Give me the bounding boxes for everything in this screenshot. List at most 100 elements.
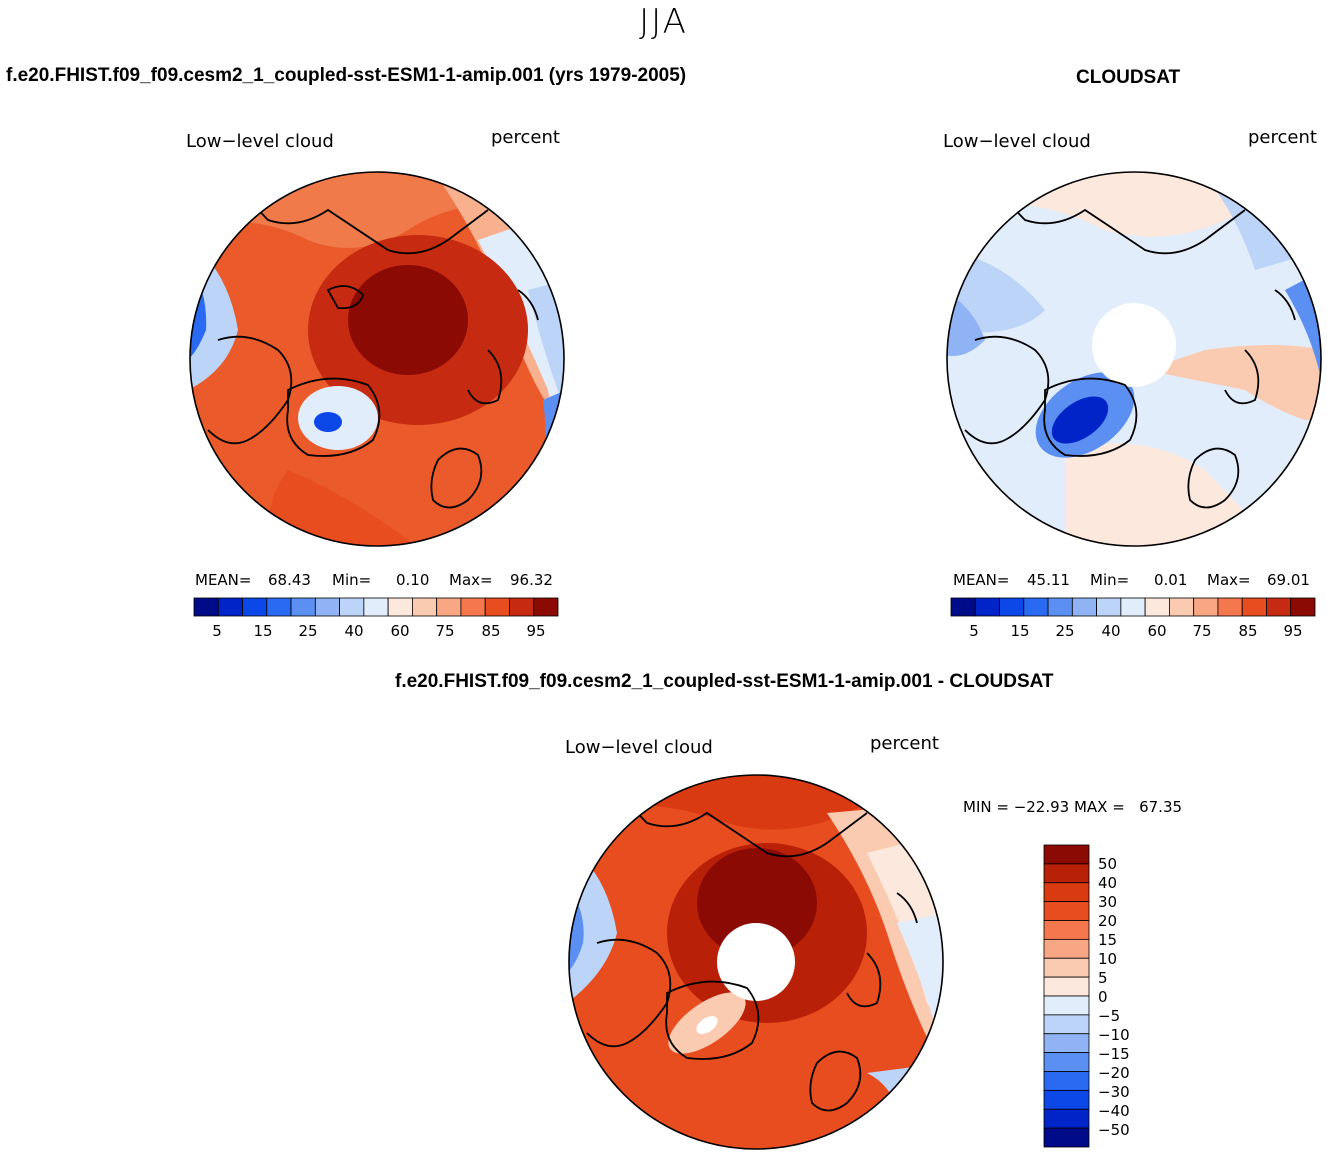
colorbar-swatch bbox=[1043, 920, 1090, 940]
colorbar-swatch bbox=[1043, 1127, 1090, 1148]
colorbar-swatch bbox=[1043, 882, 1090, 903]
colorbar-swatch bbox=[484, 597, 510, 617]
diff-tick-label: −20 bbox=[1098, 1064, 1130, 1082]
colorbar-swatch bbox=[1043, 976, 1090, 997]
diff-tick-label: 10 bbox=[1098, 950, 1118, 968]
colorbar-swatch bbox=[974, 597, 1000, 617]
obs-coastlines bbox=[964, 172, 1296, 509]
diff-band-north bbox=[569, 775, 943, 830]
model-coastlines bbox=[207, 172, 539, 509]
colorbar-swatch bbox=[1023, 597, 1049, 617]
colorbar-swatch bbox=[314, 597, 341, 617]
obs-tick-label: 15 bbox=[1010, 622, 1030, 640]
obs-min-value: 0.01 bbox=[1154, 571, 1188, 589]
model-max-label: Max= bbox=[449, 571, 493, 589]
model-tick-label: 60 bbox=[390, 622, 410, 640]
model-tick-label: 85 bbox=[481, 622, 501, 640]
colorbar-swatch bbox=[999, 597, 1025, 617]
colorbar-swatch bbox=[1043, 1071, 1090, 1091]
colorbar-swatch bbox=[1043, 1089, 1090, 1110]
diff-tick-label: 15 bbox=[1098, 931, 1118, 949]
colorbar-swatch bbox=[1290, 597, 1316, 617]
obs-units-label: percent bbox=[1248, 127, 1317, 148]
diff-coastlines bbox=[586, 775, 918, 1112]
colorbar-swatch bbox=[1193, 597, 1219, 617]
colorbar-swatch bbox=[1217, 597, 1243, 617]
colorbar-swatch bbox=[242, 597, 268, 617]
colorbar-swatch bbox=[1043, 995, 1090, 1016]
obs-min-label: Min= bbox=[1090, 571, 1130, 589]
colorbar-swatch bbox=[533, 597, 559, 617]
model-colorbar bbox=[193, 597, 559, 617]
diff-variable-label: Low−level cloud bbox=[565, 737, 713, 758]
model-min-value: 0.10 bbox=[396, 571, 430, 589]
colorbar-swatch bbox=[363, 597, 389, 617]
colorbar-swatch bbox=[1043, 957, 1090, 978]
diff-polar-gap bbox=[717, 923, 795, 1001]
obs-tick-label: 25 bbox=[1055, 622, 1075, 640]
diff-units-label: percent bbox=[870, 733, 939, 754]
colorbar-swatch bbox=[1043, 863, 1090, 884]
diff-tick-label: −30 bbox=[1098, 1083, 1130, 1101]
model-mean-label: MEAN= bbox=[195, 571, 252, 589]
obs-band-east-warm bbox=[1145, 345, 1321, 420]
obs-panel-title: CLOUDSAT bbox=[1076, 67, 1181, 88]
colorbar-swatch bbox=[1144, 597, 1170, 617]
colorbar-swatch bbox=[436, 597, 462, 617]
colorbar-swatch bbox=[509, 597, 535, 617]
diff-panel-title: f.e20.FHIST.f09_f09.cesm2_1_coupled-sst-… bbox=[395, 671, 1054, 692]
obs-max-label: Max= bbox=[1207, 571, 1251, 589]
model-polar-map bbox=[189, 171, 565, 547]
obs-band-south-warm bbox=[1065, 443, 1275, 546]
model-band-east-blue bbox=[528, 280, 564, 410]
obs-tick-label: 75 bbox=[1192, 622, 1212, 640]
obs-greenland-min bbox=[1051, 396, 1109, 444]
diff-tick-label: 0 bbox=[1098, 988, 1108, 1006]
obs-tick-label: 40 bbox=[1101, 622, 1121, 640]
diff-greenland-min bbox=[696, 1016, 718, 1034]
obs-tick-label: 5 bbox=[969, 622, 979, 640]
colorbar-swatch bbox=[1043, 1014, 1090, 1035]
obs-colorbar-ticks: 5 15 25 40 60 75 85 95 bbox=[951, 622, 1315, 642]
obs-mean-value: 45.11 bbox=[1027, 571, 1070, 589]
diff-polar-map bbox=[568, 774, 944, 1150]
colorbar-swatch bbox=[339, 597, 365, 617]
colorbar-swatch bbox=[266, 597, 292, 617]
diff-tick-label: −40 bbox=[1098, 1102, 1130, 1120]
model-tick-label: 75 bbox=[435, 622, 455, 640]
diff-tick-label: 40 bbox=[1098, 874, 1118, 892]
colorbar-swatch bbox=[217, 597, 243, 617]
colorbar-swatch bbox=[1071, 597, 1098, 617]
diff-arctic-max bbox=[697, 848, 817, 958]
colorbar-swatch bbox=[1120, 597, 1146, 617]
colorbar-swatch bbox=[950, 597, 976, 617]
diff-tick-label: 20 bbox=[1098, 912, 1118, 930]
model-band-south bbox=[270, 470, 418, 546]
diff-tick-label: −10 bbox=[1098, 1026, 1130, 1044]
diff-tick-label: 5 bbox=[1098, 969, 1108, 987]
diff-tick-label: −15 bbox=[1098, 1045, 1130, 1063]
diff-tick-label: 30 bbox=[1098, 893, 1118, 911]
model-units-label: percent bbox=[491, 127, 560, 148]
model-min-label: Min= bbox=[332, 571, 372, 589]
model-tick-label: 95 bbox=[526, 622, 546, 640]
colorbar-swatch bbox=[1043, 844, 1090, 865]
obs-tick-label: 60 bbox=[1147, 622, 1167, 640]
obs-polar-gap bbox=[1092, 303, 1176, 387]
diff-tick-label: −5 bbox=[1098, 1007, 1121, 1025]
model-tick-label: 25 bbox=[298, 622, 318, 640]
colorbar-swatch bbox=[1043, 1052, 1090, 1072]
model-tick-label: 5 bbox=[212, 622, 222, 640]
colorbar-swatch bbox=[411, 597, 438, 617]
obs-polar-map bbox=[946, 171, 1322, 547]
colorbar-swatch bbox=[1241, 597, 1267, 617]
model-arctic-max bbox=[348, 265, 468, 375]
colorbar-swatch bbox=[290, 597, 316, 617]
obs-tick-label: 95 bbox=[1283, 622, 1303, 640]
diff-band-east-lightblue bbox=[897, 913, 943, 1033]
colorbar-swatch bbox=[1096, 597, 1122, 617]
colorbar-swatch bbox=[1043, 1108, 1090, 1129]
colorbar-swatch bbox=[460, 597, 486, 617]
model-variable-label: Low−level cloud bbox=[186, 131, 334, 152]
diff-tick-label: 50 bbox=[1098, 855, 1118, 873]
